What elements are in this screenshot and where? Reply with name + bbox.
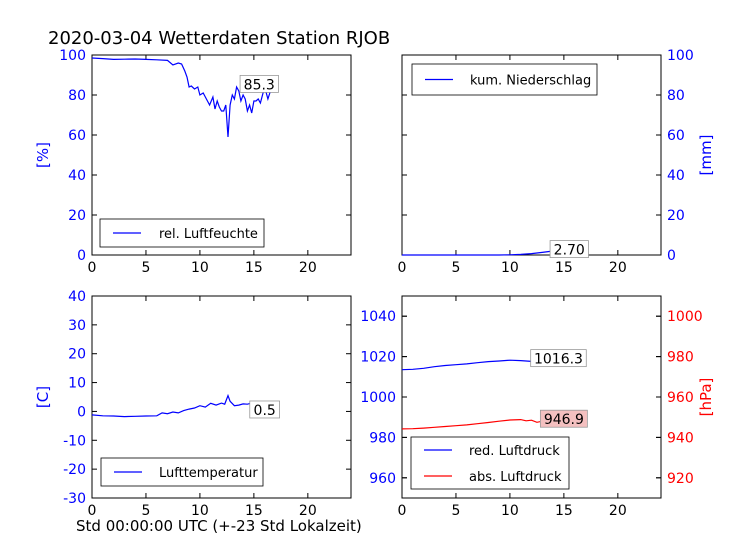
y-tick-label-right: 80	[667, 88, 685, 104]
y-tick-label-left: 980	[369, 430, 396, 446]
annotation-label: 0.5	[254, 403, 276, 419]
annotation-box	[249, 400, 280, 419]
annotation-label: 946.9	[544, 412, 584, 428]
panel-bottom-left: 0 5 10 15 20 -30 -20 -10 0 10 20 30 40 [C] 0.5 Lufttemp…	[34, 289, 352, 519]
y-tick-label-right: 60	[667, 128, 685, 144]
x-tick-label: 20	[299, 260, 317, 276]
x-tick-label: 0	[398, 260, 407, 276]
x-tick-label: 20	[609, 260, 627, 276]
x-tick-label: 10	[191, 503, 209, 519]
y-tick-label-right: 920	[667, 471, 694, 487]
panel-top-right: 0 5 10 15 20 0 20 40 60 80 100 [mm] 2.70 kum. Nieders…	[398, 48, 715, 276]
y-tick-label-left: 100	[59, 48, 86, 64]
y-axis-label-right: [mm]	[697, 135, 715, 176]
annotation-box	[539, 409, 588, 428]
y-tick-label-left: 80	[68, 88, 86, 104]
legend-label: kum. Niederschlag	[470, 74, 591, 89]
annotation-label: 1016.3	[534, 352, 583, 368]
y-tick-label-left: 30	[68, 318, 86, 334]
y-tick-label-right: 980	[667, 350, 694, 366]
y-axis-label-right: [hPa]	[697, 378, 715, 417]
y-axis-label: [%]	[34, 142, 52, 168]
y-tick-label-right: 940	[667, 430, 694, 446]
x-tick-label: 20	[299, 503, 317, 519]
y-tick-label-left: 60	[68, 128, 86, 144]
y-tick-label-left: -10	[63, 433, 86, 449]
series-line-rel-luftfeuchte	[91, 57, 275, 138]
legend-box	[410, 436, 570, 490]
legend-label: abs. Luftdruck	[469, 470, 562, 485]
x-tick-label: 10	[501, 260, 519, 276]
plot-frame	[91, 54, 352, 256]
y-tick-label-right: 960	[667, 390, 694, 406]
y-tick-label-left: 960	[369, 471, 396, 487]
x-tick-label: 5	[141, 503, 150, 519]
x-tick-label: 15	[245, 503, 263, 519]
annotation-label: 2.70	[554, 243, 585, 259]
y-tick-label-left: 20	[68, 208, 86, 224]
x-tick-label: 0	[88, 260, 97, 276]
x-tick-label: 5	[451, 503, 460, 519]
y-tick-label-right: 1000	[667, 309, 703, 325]
y-tick-label-left: 40	[68, 289, 86, 305]
y-axis-label: [C]	[34, 386, 52, 408]
legend-label: red. Luftdruck	[469, 444, 560, 459]
legend-label: rel. Luftfeuchte	[159, 227, 258, 242]
plot-frame	[91, 295, 352, 499]
x-tick-label: 5	[451, 260, 460, 276]
x-axis-label: Std 00:00:00 UTC (+-23 Std Lokalzeit)	[76, 517, 362, 535]
x-tick-label: 20	[609, 503, 627, 519]
y-tick-label-left: 20	[68, 347, 86, 363]
y-tick-label-right: 100	[667, 48, 694, 64]
x-tick-label: 5	[141, 260, 150, 276]
y-tick-label-right: 20	[667, 208, 685, 224]
x-tick-label: 15	[555, 503, 573, 519]
annotation-box	[239, 75, 279, 93]
x-tick-label: 10	[501, 503, 519, 519]
figure-title: 2020-03-04 Wetterdaten Station RJOB	[48, 28, 390, 49]
y-tick-label-right: 40	[667, 168, 685, 184]
y-tick-label-left: 1040	[360, 309, 396, 325]
y-tick-label-left: -20	[63, 462, 86, 478]
annotation-box	[549, 240, 589, 259]
legend-label: Lufttemperatur	[159, 466, 258, 481]
y-tick-label-left: 10	[68, 376, 86, 392]
panel-top-left: 0 5 10 15 20 0 20 40 60 80 100 [%] 85.3 rel. Luftfeuc…	[34, 48, 352, 276]
panel-bottom-right: 0 5 10 15 20 960 980 1000 1020 1040 920 940 960 980 10…	[360, 295, 715, 519]
x-tick-label: 15	[245, 260, 263, 276]
x-tick-label: 0	[88, 503, 97, 519]
y-tick-label-right: 0	[667, 248, 676, 264]
y-tick-label-left: 1020	[360, 350, 396, 366]
plot-frame	[401, 54, 662, 256]
annotation-label: 85.3	[244, 77, 275, 93]
y-tick-label-left: 1000	[360, 390, 396, 406]
x-tick-label: 0	[398, 503, 407, 519]
y-tick-label-left: -30	[63, 491, 86, 507]
y-tick-label-left: 0	[77, 404, 86, 420]
y-tick-label-left: 0	[77, 248, 86, 264]
series-line-lufttemperatur	[91, 393, 275, 418]
x-tick-label: 15	[555, 260, 573, 276]
y-tick-label-left: 40	[68, 168, 86, 184]
x-tick-label: 10	[191, 260, 209, 276]
annotation-box	[530, 349, 587, 368]
